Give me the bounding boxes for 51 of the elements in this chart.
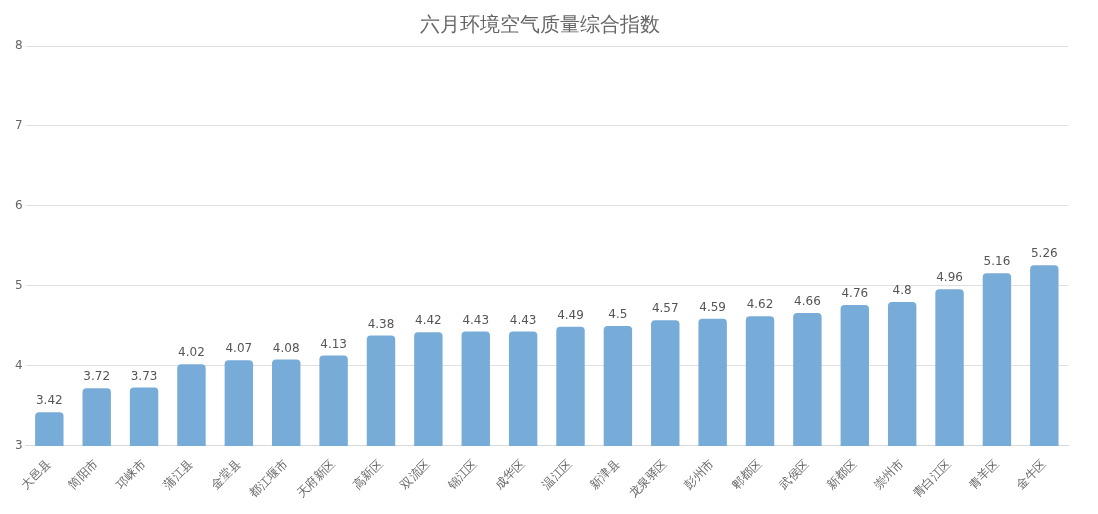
data-label: 4.76 <box>841 286 869 301</box>
data-label: 3.72 <box>83 369 111 384</box>
data-label: 4.49 <box>557 307 584 322</box>
x-tick-label: 温江区 <box>539 456 575 492</box>
y-tick-label: 4 <box>14 358 23 373</box>
chart-title: 六月环境空气质量综合指数 <box>420 12 660 37</box>
x-tick-label: 邛崃市 <box>113 456 149 492</box>
data-label: 4.07 <box>225 341 253 356</box>
data-label: 4.42 <box>415 313 442 328</box>
x-tick-label: 新津县 <box>586 456 623 492</box>
data-label: 4.57 <box>651 301 679 316</box>
x-tick-label: 青白江区 <box>910 456 954 501</box>
x-tick-label: 金堂县 <box>207 456 244 492</box>
x-tick-label: 简阳市 <box>65 456 102 492</box>
data-label: 4.08 <box>272 340 300 355</box>
data-label: 4.62 <box>746 297 774 312</box>
x-tick-label: 双流区 <box>397 456 433 492</box>
x-tick-label: 大邑县 <box>18 456 54 492</box>
data-label: 4.66 <box>794 294 821 309</box>
data-label: 5.26 <box>1030 246 1058 261</box>
data-label: 4.38 <box>367 316 395 331</box>
data-label: 3.73 <box>130 368 158 383</box>
y-tick-label: 3 <box>14 438 23 452</box>
x-tick-label: 都江堰市 <box>246 456 291 501</box>
x-tick-label: 崇州市 <box>871 456 907 492</box>
x-tick-label: 成华区 <box>492 456 528 492</box>
data-label: 5.16 <box>983 254 1011 269</box>
data-label: 4.96 <box>936 270 963 285</box>
x-tick-label: 彭州市 <box>681 456 717 492</box>
data-label: 4.5 <box>608 307 628 322</box>
y-tick-label: 6 <box>14 198 23 213</box>
x-tick-label: 青羊区 <box>965 456 1002 492</box>
x-tick-label: 天府新区 <box>294 456 338 501</box>
x-tick-label: 锦江区 <box>444 456 481 493</box>
data-label: 4.13 <box>320 336 347 351</box>
data-label: 4.43 <box>509 312 537 327</box>
y-tick-label: 8 <box>14 38 23 53</box>
data-label: 4.02 <box>178 345 205 360</box>
y-tick-label: 7 <box>14 118 23 133</box>
y-tick-label: 5 <box>14 278 23 293</box>
x-tick-label: 龙泉驿区 <box>625 456 670 501</box>
x-tick-label: 郫都区 <box>729 456 765 492</box>
data-label: 4.8 <box>892 283 912 298</box>
x-tick-label: 金牛区 <box>1013 456 1049 492</box>
data-label: 4.43 <box>462 312 490 327</box>
x-tick-label: 高新区 <box>349 456 386 492</box>
x-tick-label: 新都区 <box>823 456 860 492</box>
x-tick-label: 武侯区 <box>776 456 812 492</box>
data-label: 4.59 <box>699 299 727 314</box>
x-tick-label: 蒲江县 <box>160 456 196 492</box>
data-label: 3.42 <box>35 393 63 408</box>
